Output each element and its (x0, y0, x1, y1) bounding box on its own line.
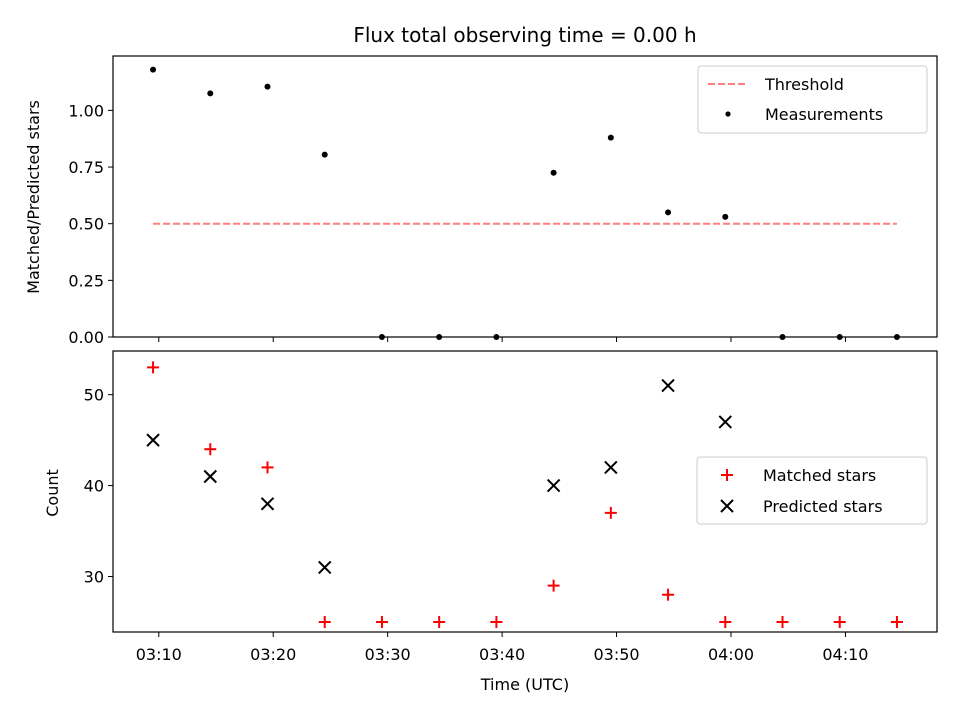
predicted-star-point (718, 415, 732, 429)
matched-star-point (147, 361, 160, 374)
top-legend: Threshold Measurements (697, 65, 928, 134)
chart-title: Flux total observing time = 0.00 h (353, 23, 696, 47)
measurement-point (207, 90, 214, 97)
bottom-plot-area: 30 40 50 03:10 03:20 03:30 03:40 03:50 04:00 04:1… (84, 361, 903, 664)
matched-star-point (833, 615, 846, 628)
top-y-tick-label: 0.50 (68, 215, 104, 234)
bottom-y-tick-label: 50 (84, 386, 104, 405)
x-tick-label: 04:00 (708, 645, 754, 664)
threshold-legend-label: Threshold (764, 75, 844, 94)
x-axis-label: Time (UTC) (480, 675, 569, 694)
x-tick-label: 03:20 (250, 645, 296, 664)
predicted-star-point (203, 469, 217, 484)
top-plot-frame (112, 55, 938, 338)
bottom-legend-box (696, 456, 928, 525)
measurements-legend-marker (725, 111, 731, 117)
measurement-point (722, 213, 729, 220)
top-plot-area: 0.00 0.25 0.50 0.75 1.00 (68, 66, 900, 347)
predicted-stars-legend-label: Predicted stars (763, 497, 883, 516)
bottom-legend: Matched stars Predicted stars (696, 456, 928, 525)
predicted-stars-legend-marker (720, 499, 734, 513)
x-tick-label: 03:30 (365, 645, 411, 664)
predicted-star-point (260, 497, 275, 511)
bottom-y-tick-label: 40 (84, 477, 104, 496)
predicted-star-point (546, 478, 561, 493)
top-y-axis-label: Matched/Predicted stars (24, 100, 43, 294)
bottom-plot-frame (112, 350, 938, 633)
x-tick-label: 03:40 (479, 645, 525, 664)
matched-star-point (204, 443, 217, 456)
x-tick-label: 03:10 (136, 645, 182, 664)
top-y-tick-label: 1.00 (68, 101, 104, 120)
bottom-y-tick-label: 30 (84, 568, 104, 587)
top-legend-box (697, 65, 928, 134)
matched-star-point (776, 615, 789, 628)
matched-star-point (375, 615, 388, 628)
matched-star-point (662, 588, 675, 601)
matched-stars-legend-label: Matched stars (763, 466, 876, 485)
predicted-star-point (318, 560, 332, 575)
matched-star-point (604, 506, 617, 519)
top-y-tick-label: 0.00 (68, 328, 104, 347)
measurement-point (607, 134, 614, 141)
matched-star-point (719, 615, 732, 628)
matched-star-point (261, 461, 274, 474)
x-tick-label: 03:50 (594, 645, 640, 664)
top-y-tick-label: 0.75 (68, 158, 104, 177)
top-y-tick-label: 0.25 (68, 271, 104, 290)
predicted-star-point (661, 378, 675, 393)
matched-star-point (890, 615, 903, 628)
predicted-star-point (146, 433, 160, 447)
matched-star-point (547, 579, 560, 592)
measurement-point (665, 209, 672, 216)
bottom-y-axis-label: Count (43, 469, 62, 517)
measurement-point (321, 151, 328, 158)
matched-stars-legend-marker (721, 469, 733, 481)
predicted-star-point (604, 460, 618, 475)
matched-star-point (318, 615, 331, 628)
matched-star-point (433, 615, 446, 628)
measurement-point (264, 83, 271, 90)
x-tick-label: 04:10 (822, 645, 868, 664)
matched-star-point (490, 615, 503, 628)
measurements-legend-label: Measurements (765, 105, 883, 124)
measurement-point (550, 169, 557, 176)
measurement-point (150, 66, 157, 73)
